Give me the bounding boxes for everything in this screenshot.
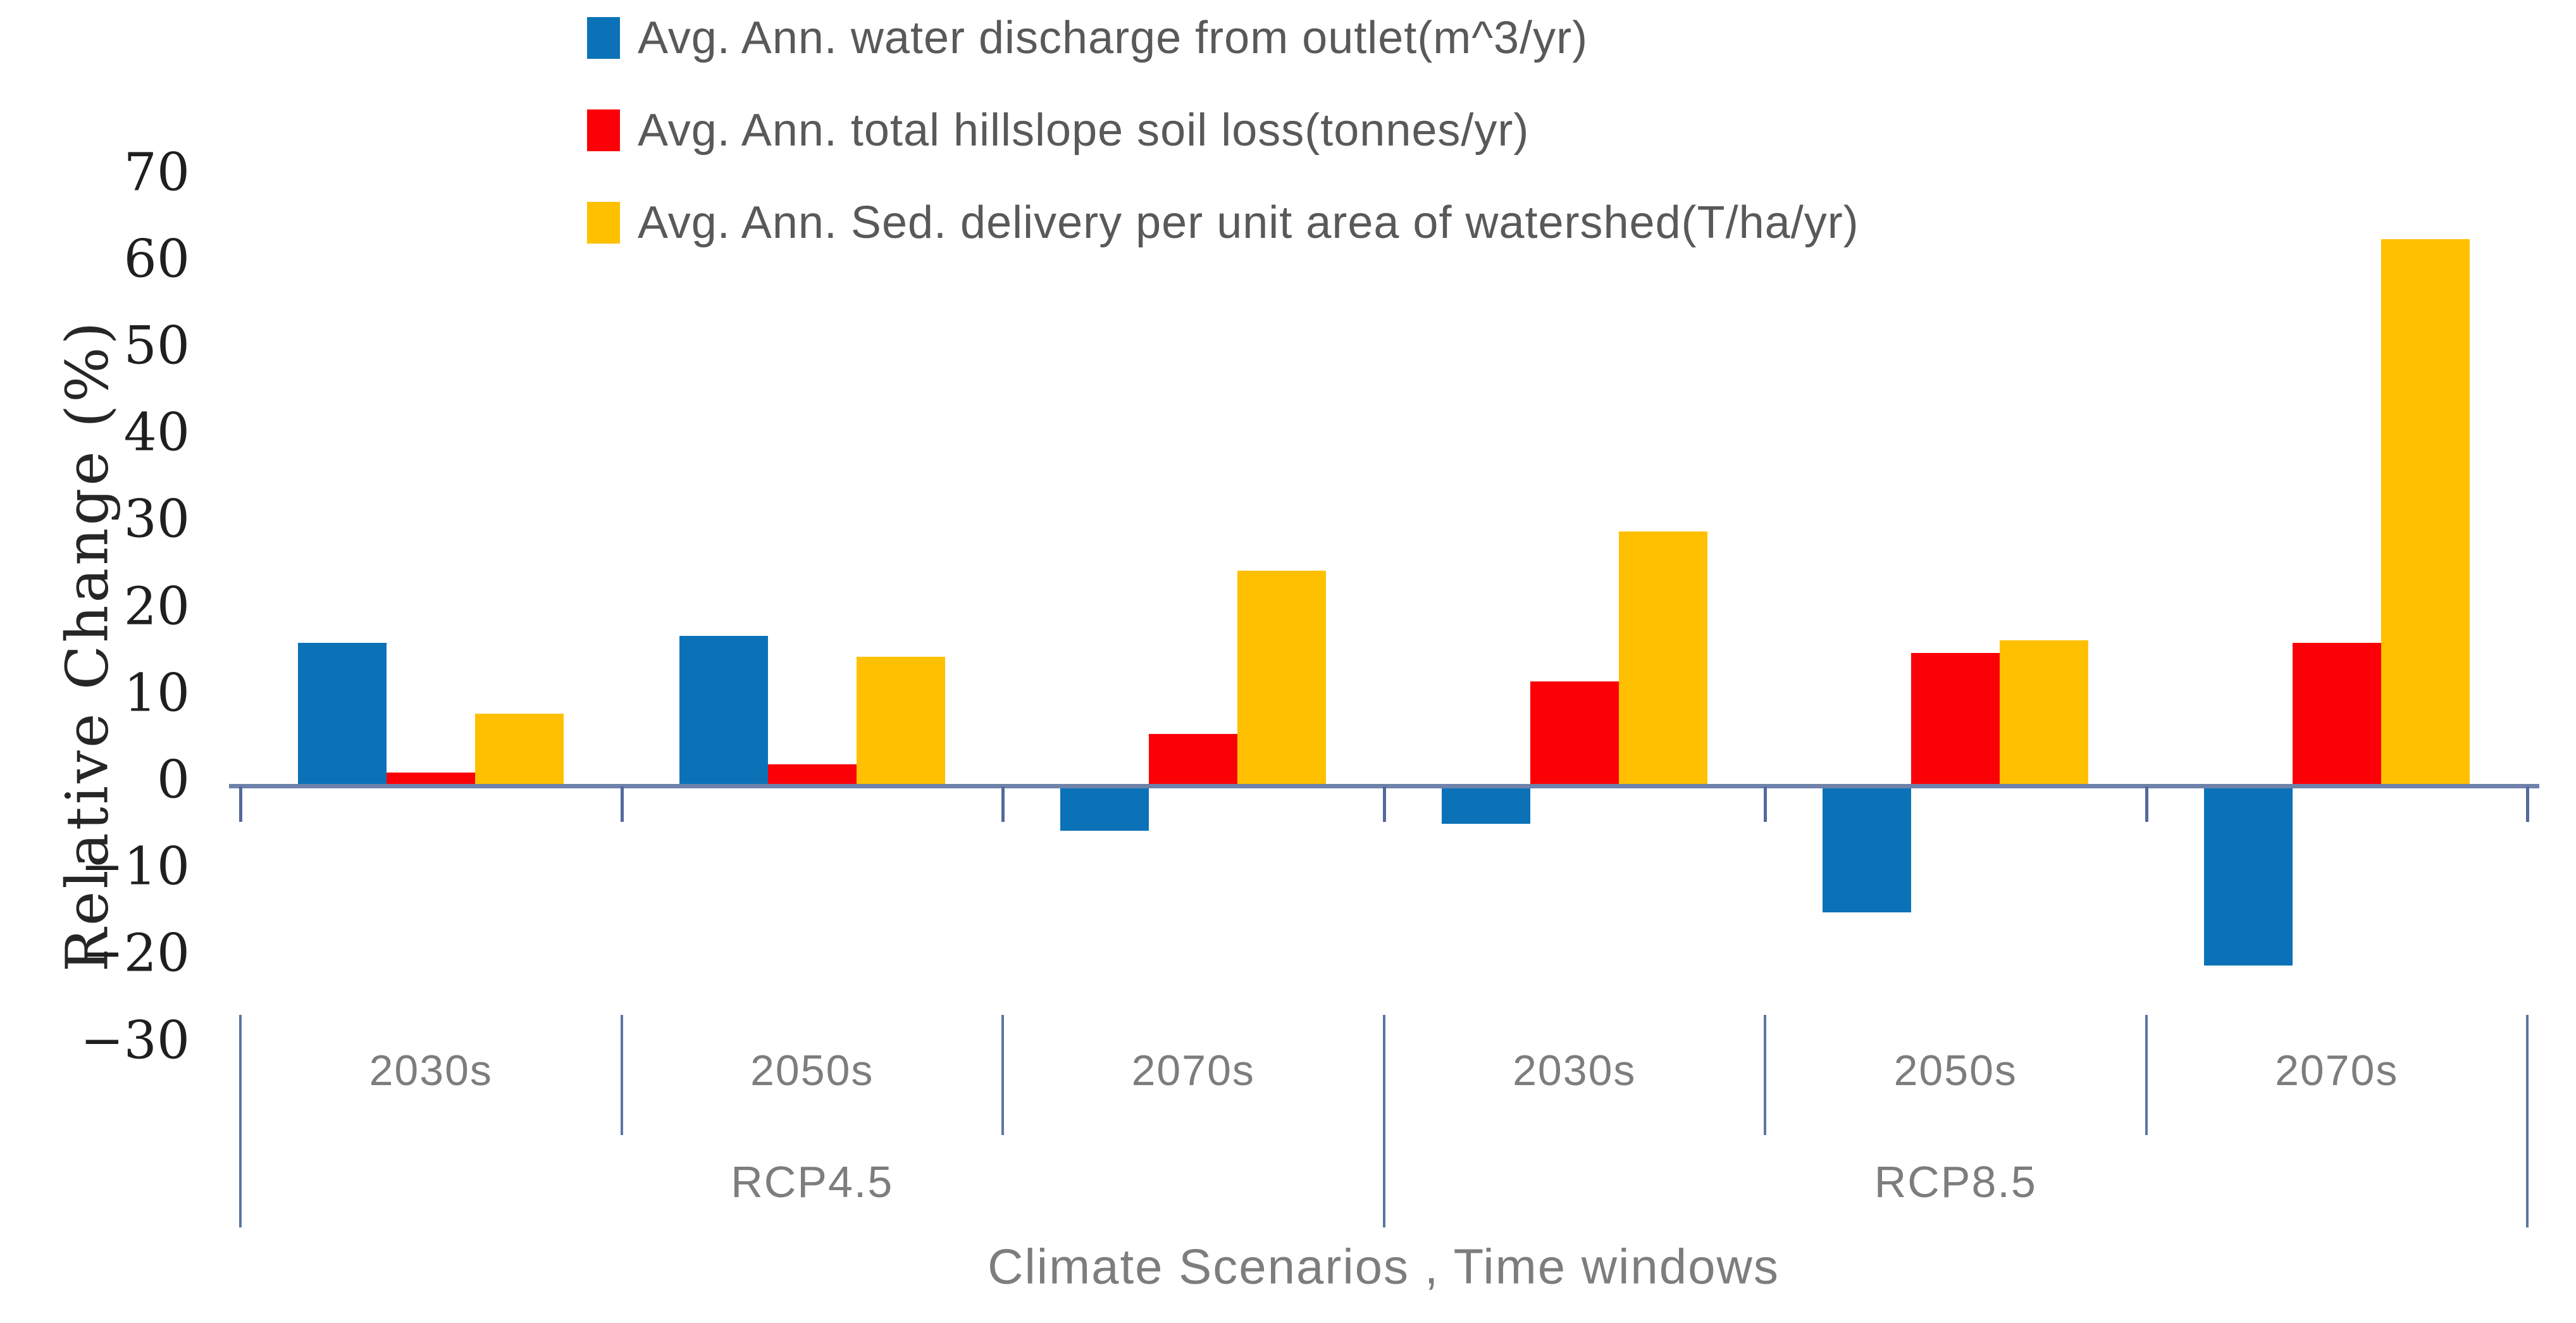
legend-swatch-yellow xyxy=(587,202,620,244)
time-window-label-2070s-rcp45: 2070s xyxy=(1131,1047,1255,1095)
bar-series3-2050s-rcp45 xyxy=(856,656,945,786)
bar-series1-2050s-rcp45 xyxy=(679,635,768,786)
category-separator-4 xyxy=(1764,1015,1766,1135)
x-axis-line xyxy=(229,784,2539,788)
bar-series3-2050s-rcp85 xyxy=(2000,640,2089,786)
x-axis-title: Climate Scenarios , Time windows xyxy=(988,1238,1780,1295)
y-tick-label-0: 0 xyxy=(156,750,190,811)
bar-series2-2030s-rcp85 xyxy=(1530,681,1619,786)
time-window-label-2070s-rcp85: 2070s xyxy=(2275,1047,2399,1095)
legend-item-water-discharge: Avg. Ann. water discharge from outlet(m^… xyxy=(587,8,1859,68)
scenario-label-rcp45: RCP4.5 xyxy=(731,1157,894,1207)
axis-tick-0 xyxy=(239,786,242,822)
category-separator-5 xyxy=(2145,1015,2148,1135)
y-tick-label-60: 60 xyxy=(123,229,190,290)
axis-tick-2 xyxy=(1001,786,1005,822)
category-separator-3 xyxy=(1382,1015,1385,1135)
time-window-label-2030s-rcp85: 2030s xyxy=(1513,1047,1637,1095)
scenario-separator-3 xyxy=(1382,1135,1385,1227)
legend-label-sediment-delivery: Avg. Ann. Sed. delivery per unit area of… xyxy=(638,197,1859,248)
bar-series1-2030s-rcp85 xyxy=(1441,786,1530,824)
y-tick-label-50: 50 xyxy=(123,316,190,376)
legend-item-soil-loss: Avg. Ann. total hillslope soil loss(tonn… xyxy=(587,100,1859,161)
y-tick-label-70: 70 xyxy=(123,142,190,203)
bar-series2-2050s-rcp45 xyxy=(767,764,857,786)
category-separator-1 xyxy=(620,1015,623,1135)
y-tick-label-10: 10 xyxy=(123,663,190,724)
y-tick-label-40: 40 xyxy=(123,402,190,463)
bar-series1-2070s-rcp45 xyxy=(1060,786,1149,831)
bar-series2-2050s-rcp85 xyxy=(1911,653,2000,786)
legend-label-soil-loss: Avg. Ann. total hillslope soil loss(tonn… xyxy=(638,105,1530,156)
axis-tick-4 xyxy=(1764,786,1767,822)
legend-label-water-discharge: Avg. Ann. water discharge from outlet(m^… xyxy=(638,13,1588,63)
time-window-label-2050s-rcp85: 2050s xyxy=(1893,1047,2017,1095)
bar-series1-2050s-rcp85 xyxy=(1823,786,1912,913)
category-separator-6 xyxy=(2526,1015,2529,1135)
bar-series2-2070s-rcp85 xyxy=(2292,642,2381,786)
category-separator-0 xyxy=(239,1015,242,1135)
legend-item-sediment-delivery: Avg. Ann. Sed. delivery per unit area of… xyxy=(587,192,1859,253)
time-window-label-2050s-rcp45: 2050s xyxy=(750,1047,874,1095)
bar-series1-2070s-rcp85 xyxy=(2203,786,2293,966)
axis-tick-1 xyxy=(620,786,624,822)
bar-series3-2030s-rcp45 xyxy=(475,714,564,786)
y-axis-title: Relative Change (%) xyxy=(53,319,121,972)
legend-swatch-red xyxy=(587,109,620,151)
y-tick-label--10: −10 xyxy=(80,836,190,897)
bar-series3-2030s-rcp85 xyxy=(1618,531,1707,786)
axis-tick-3 xyxy=(1382,786,1386,822)
y-tick-label-30: 30 xyxy=(123,489,190,550)
category-separator-2 xyxy=(1001,1015,1004,1135)
axis-tick-5 xyxy=(2145,786,2148,822)
scenario-separator-0 xyxy=(239,1135,242,1227)
bar-series3-2070s-rcp85 xyxy=(2381,239,2470,786)
scenario-label-rcp85: RCP8.5 xyxy=(1874,1157,2037,1207)
time-window-label-2030s-rcp45: 2030s xyxy=(369,1047,493,1095)
y-tick-label--30: −30 xyxy=(80,1010,190,1071)
axis-tick-6 xyxy=(2526,786,2529,822)
bar-series2-2070s-rcp45 xyxy=(1149,733,1238,786)
chart-legend: Avg. Ann. water discharge from outlet(m^… xyxy=(587,8,1859,253)
scenario-separator-6 xyxy=(2526,1135,2529,1227)
bar-series1-2030s-rcp45 xyxy=(298,642,387,786)
y-tick-label-20: 20 xyxy=(123,576,190,637)
bar-series3-2070s-rcp45 xyxy=(1237,570,1327,786)
bar-series2-2030s-rcp45 xyxy=(387,773,476,786)
y-tick-label--20: −20 xyxy=(80,923,190,984)
legend-swatch-blue xyxy=(587,17,620,59)
